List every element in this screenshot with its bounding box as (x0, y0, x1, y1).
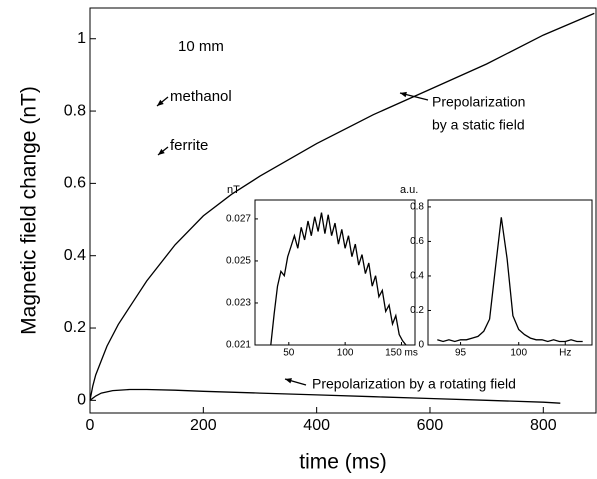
y-axis-label: nT (227, 184, 240, 196)
x-tick-label: 100 (510, 348, 527, 359)
x-tick-label: 150 ms (385, 348, 418, 359)
plot-frame (254, 199, 416, 346)
x-axis-label: time (ms) (299, 451, 387, 474)
y-tick-label: 0.4 (410, 271, 424, 282)
arrow-head (157, 99, 164, 106)
y-tick-label: 1 (77, 30, 86, 47)
x-tick-label: 600 (417, 417, 444, 434)
y-tick-label: 0.2 (410, 305, 424, 316)
annotation: by a static field (432, 117, 525, 133)
y-tick-label: 0.021 (226, 340, 251, 351)
annotation: ferrite (170, 137, 208, 154)
arrow-head (400, 91, 407, 98)
plot-frame (427, 199, 593, 346)
y-tick-label: 0.023 (226, 298, 251, 309)
data-line (437, 217, 583, 343)
x-tick-label: 100 (337, 348, 354, 359)
x-tick-label: 800 (530, 417, 557, 434)
y-tick-label: 0.6 (410, 236, 424, 247)
y-tick-label: 0.8 (410, 202, 424, 213)
x-tick-label: Hz (559, 348, 571, 359)
x-tick-label: 50 (283, 348, 295, 359)
x-tick-label: 200 (190, 417, 217, 434)
x-tick-label: 400 (303, 417, 330, 434)
y-axis-label: Magnetic field change (nT) (18, 86, 41, 335)
y-tick-label: 0.6 (64, 175, 86, 192)
annotation: Prepolarization (432, 94, 525, 110)
annotation: Prepolarization by a rotating field (312, 376, 516, 392)
annotation: methanol (170, 88, 232, 105)
arrow-head (158, 148, 165, 155)
annotation: 10 mm (178, 38, 224, 55)
data-line (89, 12, 595, 401)
y-tick-label: 0.2 (64, 319, 86, 336)
y-tick-label: 0.025 (226, 256, 251, 267)
y-tick-label: 0.8 (64, 102, 86, 119)
x-tick-label: 95 (455, 348, 467, 359)
y-tick-label: 0 (77, 392, 86, 409)
y-tick-label: 0 (418, 340, 424, 351)
y-tick-label: 0.027 (226, 214, 251, 225)
x-tick-label: 0 (86, 417, 95, 434)
data-line (89, 388, 561, 404)
data-line (270, 212, 407, 346)
y-tick-label: 0.4 (64, 247, 86, 264)
y-axis-label: a.u. (400, 184, 418, 196)
arrow-head (285, 378, 292, 384)
